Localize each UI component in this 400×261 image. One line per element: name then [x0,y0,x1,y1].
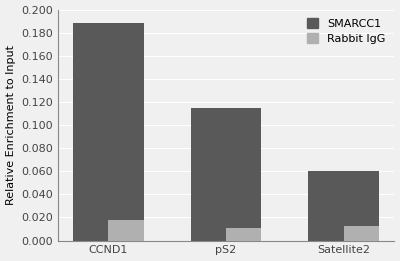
Bar [308,171,379,241]
Bar [344,226,379,241]
Legend: SMARCC1, Rabbit IgG: SMARCC1, Rabbit IgG [304,15,389,47]
Bar [191,108,262,241]
Bar [226,228,262,241]
Bar [73,23,144,241]
Y-axis label: Relative Enrichment to Input: Relative Enrichment to Input [6,45,16,205]
Bar [108,220,144,241]
